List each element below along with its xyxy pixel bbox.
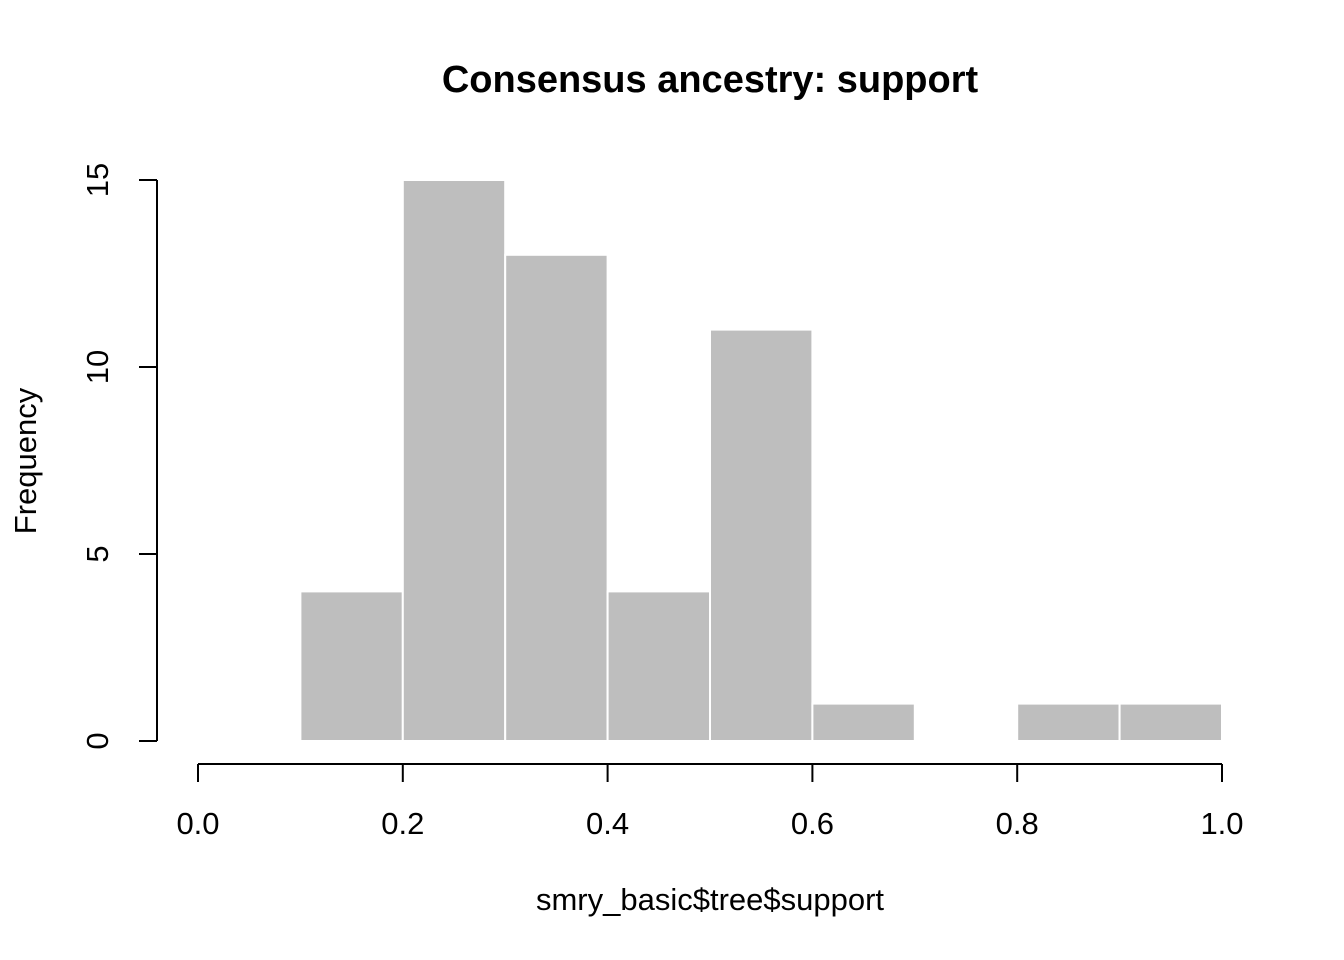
y-tick-label: 0: [80, 732, 115, 749]
y-axis-label: Frequency: [8, 387, 43, 534]
histogram-bar: [1118, 702, 1223, 742]
histogram-bar: [606, 590, 711, 743]
x-tick-label: 0.8: [996, 806, 1039, 841]
histogram-bar: [504, 253, 609, 743]
x-tick-label: 0.6: [791, 806, 834, 841]
x-tick-label: 1.0: [1200, 806, 1243, 841]
histogram-bar: [1016, 702, 1121, 742]
x-tick-label: 0.0: [176, 806, 219, 841]
y-tick-label: 15: [80, 163, 115, 197]
y-axis: 0 5 10 15: [80, 163, 158, 750]
bars-group: [299, 179, 1223, 743]
x-tick-label: 0.4: [586, 806, 629, 841]
chart-title: Consensus ancestry: support: [442, 59, 979, 101]
histogram-bar: [401, 179, 507, 742]
histogram-bar: [709, 328, 814, 742]
y-tick-label: 5: [80, 545, 115, 562]
x-tick-label: 0.2: [381, 806, 424, 841]
histogram-bar: [811, 702, 916, 742]
x-axis: 0.0 0.2 0.4 0.6 0.8 1.0: [176, 763, 1244, 841]
x-axis-label: smry_basic$tree$support: [536, 882, 884, 917]
y-tick-label: 10: [80, 350, 115, 384]
histogram-bar: [299, 590, 404, 743]
